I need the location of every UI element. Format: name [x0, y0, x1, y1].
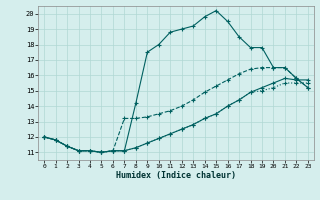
- X-axis label: Humidex (Indice chaleur): Humidex (Indice chaleur): [116, 171, 236, 180]
